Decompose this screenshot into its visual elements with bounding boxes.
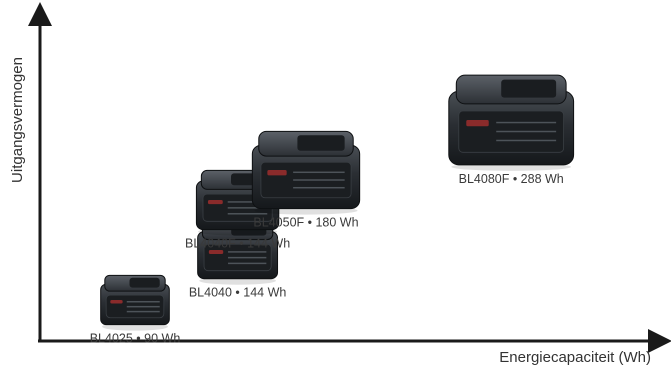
battery-bl4025: [100, 274, 170, 331]
data-marks: BL4025 • 90 Wh BL4040 • 144 Wh BL4040F • 1…: [90, 74, 575, 346]
point-label-bl4040f: BL4040F • 144 Wh: [185, 237, 290, 251]
battery-brand-mark: [207, 200, 223, 205]
battery-brand-mark: [466, 120, 489, 127]
battery-stripe: [496, 121, 557, 124]
battery-stripe: [496, 139, 557, 142]
battery-stripe: [126, 300, 160, 303]
battery-brand-mark: [267, 170, 287, 176]
battery-stripe: [227, 201, 268, 203]
battery-stripe: [227, 213, 268, 215]
battery-rail: [501, 79, 557, 98]
battery-stripe: [227, 207, 268, 209]
battery-rail: [297, 135, 345, 151]
y-axis-title: Uitgangsvermogen: [9, 57, 26, 183]
battery-stripe: [496, 130, 557, 133]
battery-stripe: [228, 256, 267, 259]
point-label-bl4025: BL4025 • 90 Wh: [90, 332, 181, 346]
point-label-bl4040: BL4040 • 144 Wh: [189, 286, 287, 300]
battery-stripe: [293, 179, 345, 181]
battery-brand-mark: [110, 300, 123, 304]
battery-stripe: [293, 186, 345, 189]
battery-rail: [129, 277, 160, 288]
point-label-bl4050f: BL4050F • 180 Wh: [253, 216, 358, 230]
battery-bl4080f: [448, 74, 575, 171]
battery-stripe: [293, 171, 345, 174]
battery-stripe: [126, 310, 160, 313]
battery-stripe: [228, 251, 267, 253]
x-axis-title: Energiecapaciteit (Wh): [499, 349, 651, 366]
battery-bl4050f: [251, 130, 361, 215]
battery-stripe: [126, 305, 160, 308]
point-label-bl4080f: BL4080F • 288 Wh: [459, 172, 564, 186]
battery-stripe: [228, 262, 267, 265]
battery-brand-mark: [208, 250, 224, 255]
